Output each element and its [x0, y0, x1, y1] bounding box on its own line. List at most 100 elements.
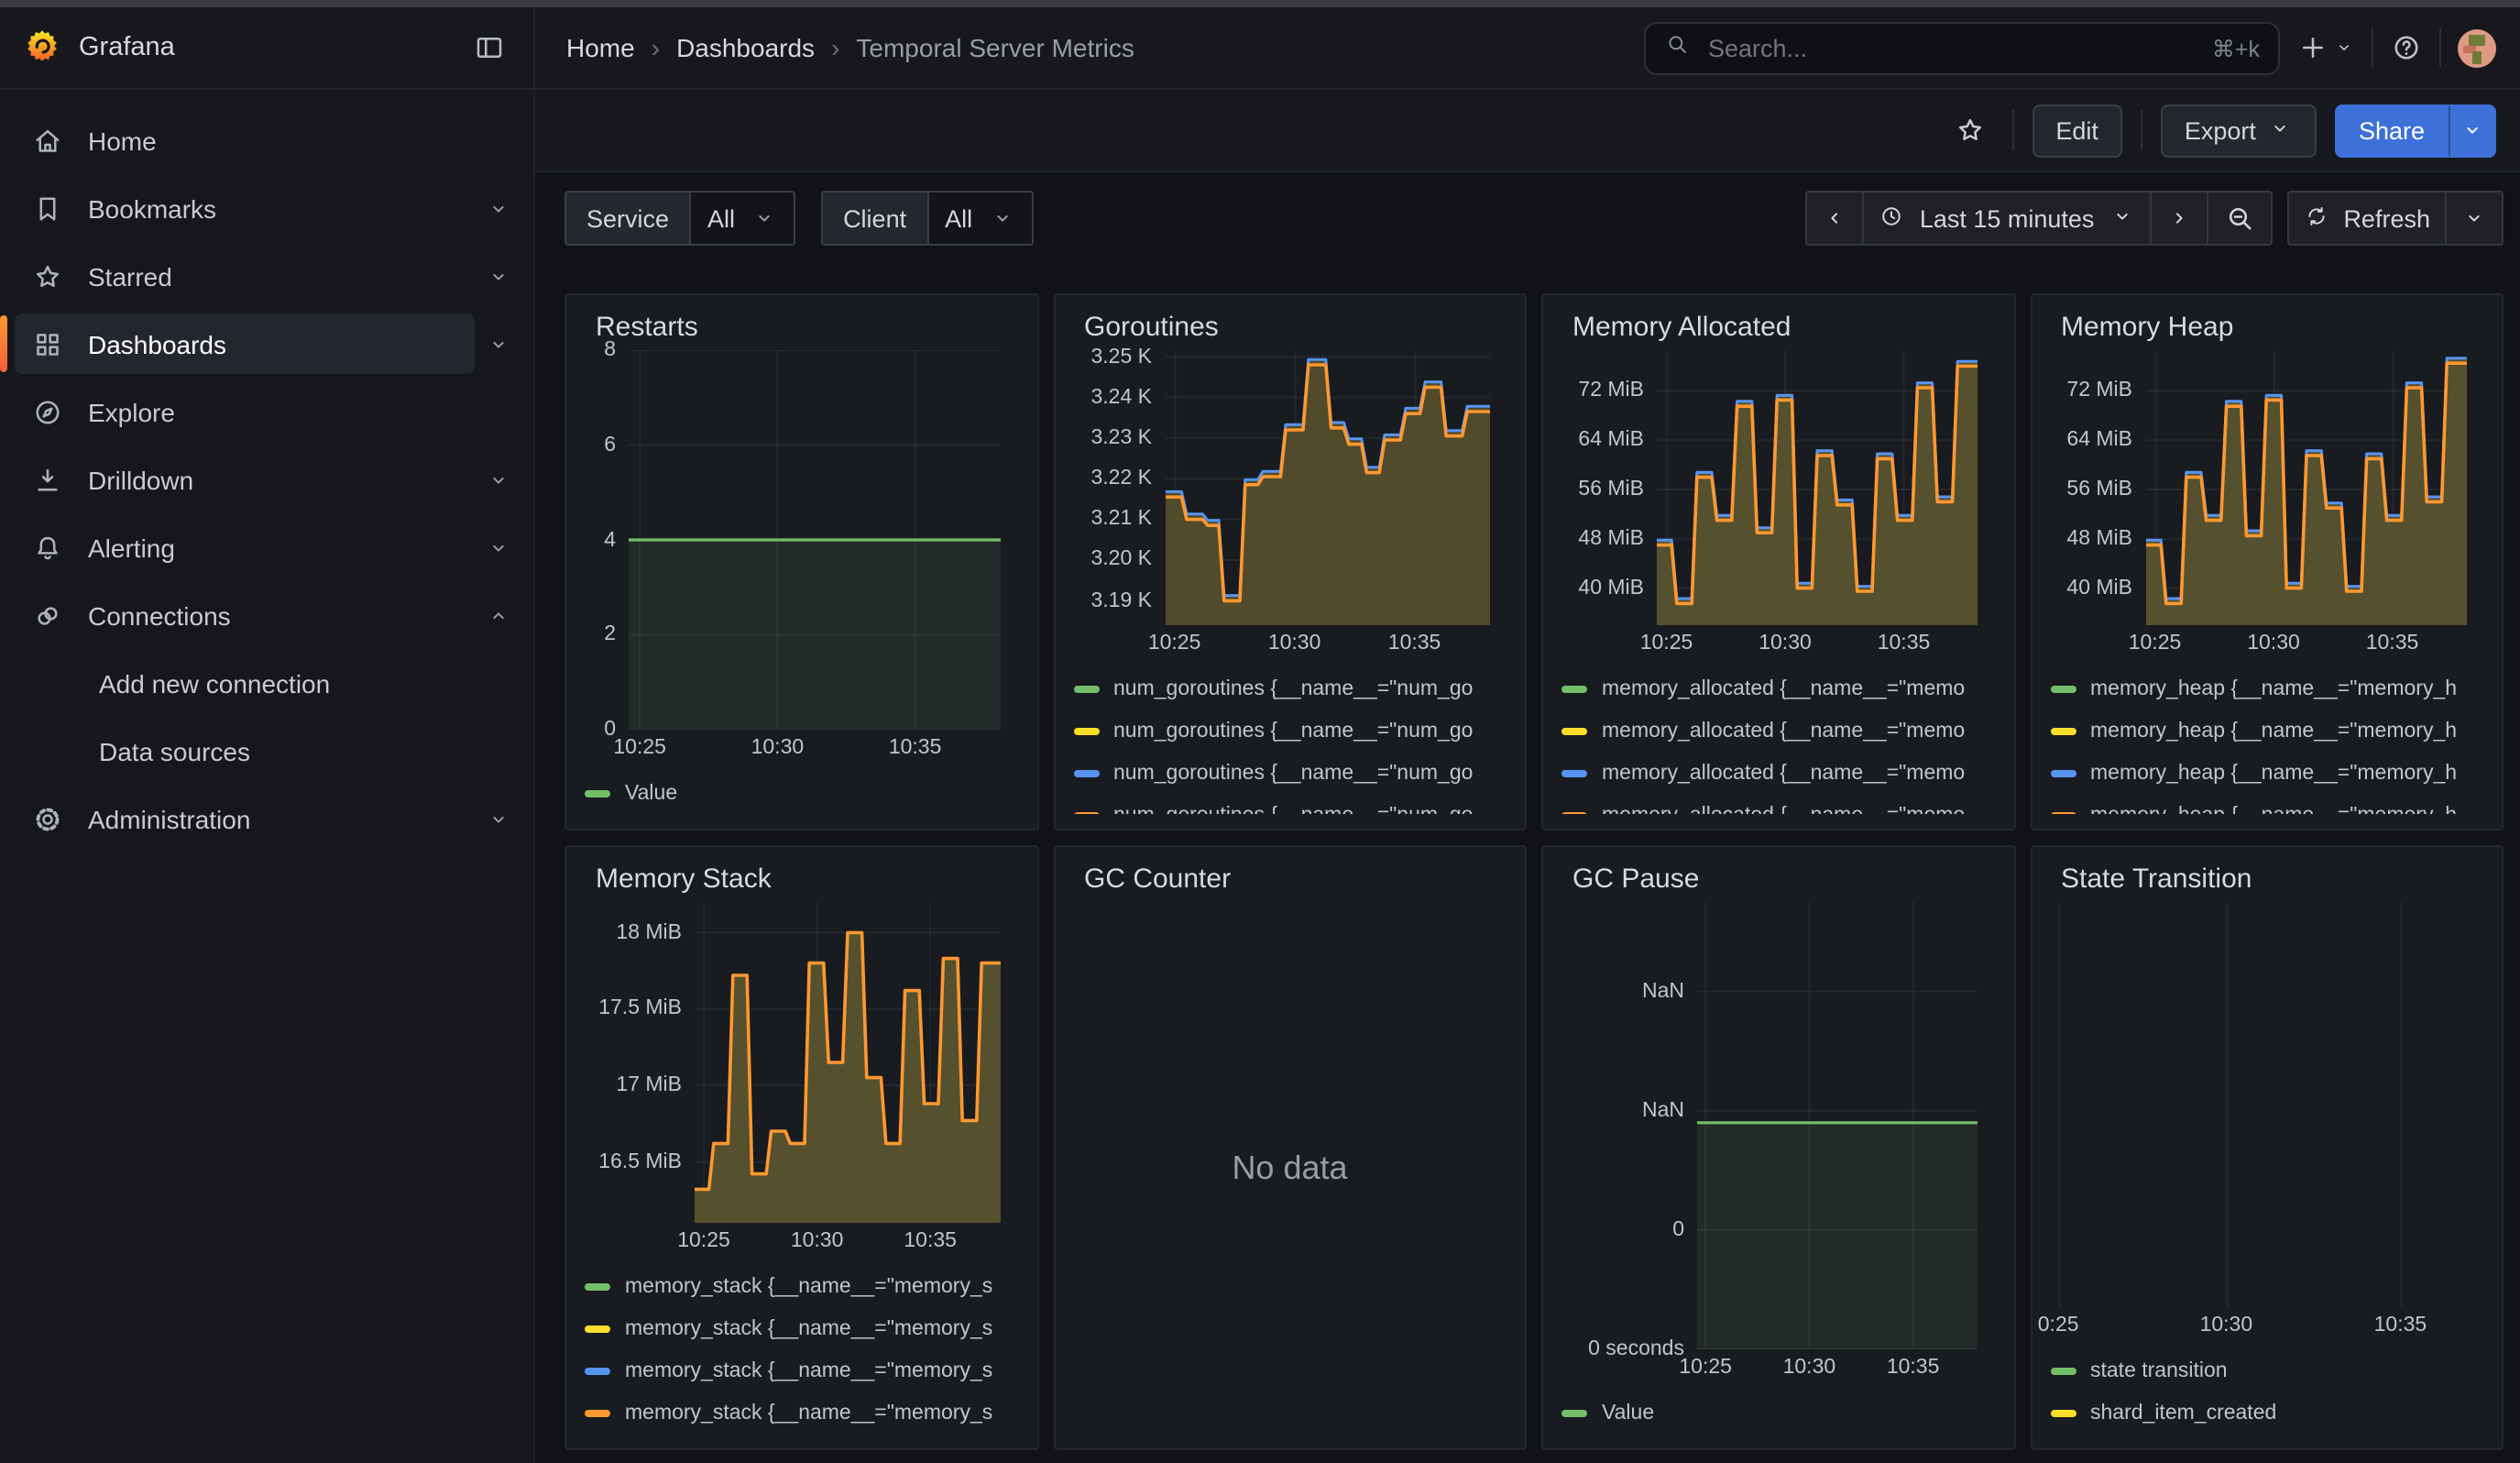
panel-plot-area[interactable]: 16.5 MiB 17 MiB 17.5 MiB 18 MiB [585, 902, 1018, 1223]
variable-client: Client All [821, 191, 1034, 246]
sidebar-link-bookmarks[interactable]: Bookmarks [15, 178, 475, 238]
dock-sidebar-button[interactable] [467, 26, 511, 70]
grafana-logo [26, 27, 59, 69]
help-button[interactable] [2390, 31, 2423, 64]
time-range-picker[interactable]: Last 15 minutes [1862, 191, 2152, 246]
legend-item[interactable]: num_goroutines {__name__="num_go [1073, 794, 1507, 814]
panel-legend: Value [1561, 1392, 1995, 1434]
chevron-down-icon [493, 815, 504, 822]
user-avatar[interactable] [2458, 28, 2496, 67]
sidebar-link-explore[interactable]: Explore [15, 381, 522, 442]
panel-header[interactable]: Memory Heap [2050, 304, 2483, 350]
legend-series-label: num_goroutines {__name__="num_go [1113, 677, 1474, 699]
export-label: Export [2184, 116, 2256, 144]
legend-item[interactable]: shard_item_created [2050, 1392, 2483, 1434]
sidebar-item-label: Drilldown [88, 465, 194, 494]
breadcrumb-dashboards[interactable]: Dashboards [676, 33, 816, 62]
edit-button[interactable]: Edit [2032, 104, 2122, 157]
panel-plot-area[interactable] [2050, 902, 2483, 1307]
panel-title: GC Counter [1084, 864, 1232, 895]
panel-header[interactable]: GC Counter [1073, 856, 1507, 902]
zoom-out-time-button[interactable] [2206, 191, 2273, 246]
search-icon [1669, 35, 1686, 52]
sidebar-section-toggle[interactable] [475, 314, 522, 374]
sidebar-item-label: Add new connection [99, 668, 331, 698]
search-input[interactable] [1704, 32, 2197, 63]
refresh-interval-dropdown[interactable] [2445, 191, 2504, 246]
legend-item[interactable]: Value [585, 772, 1018, 814]
sidebar-section-toggle[interactable] [475, 178, 522, 238]
share-dropdown-button[interactable] [2449, 104, 2496, 157]
time-shift-forward-button[interactable] [2149, 191, 2208, 246]
variable-value-dropdown[interactable]: All [926, 192, 1032, 244]
panel-header[interactable]: GC Pause [1561, 856, 1995, 902]
sidebar-section-toggle[interactable] [475, 517, 522, 578]
search-box[interactable]: ⌘+k [1644, 21, 2280, 74]
legend-item[interactable]: memory_stack {__name__="memory_s [585, 1265, 1018, 1307]
sidebar-link-alerting[interactable]: Alerting [15, 517, 475, 578]
x-tick-label: 10:35 [1877, 632, 1931, 654]
export-button[interactable]: Export [2160, 104, 2317, 157]
legend-item[interactable]: num_goroutines {__name__="num_go [1073, 667, 1507, 710]
panel-header[interactable]: Goroutines [1073, 304, 1507, 350]
chevron-down-icon [493, 476, 504, 483]
x-axis-labels: 10:25 10:30 10:35 [1561, 625, 1995, 662]
legend-series-marker [2050, 1409, 2076, 1416]
panel-plot-area[interactable]: 40 MiB 48 MiB 56 MiB 64 MiB 72 MiB [2050, 350, 2483, 625]
chevron-down-icon [493, 340, 504, 347]
sidebar-section-toggle[interactable] [475, 788, 522, 849]
panel-plot-area[interactable]: 0 2 4 6 8 [585, 339, 1018, 741]
y-tick-label: 3.24 K [1090, 386, 1153, 409]
panel-header[interactable]: Memory Allocated [1561, 304, 1995, 350]
panel-plot-area[interactable]: No data [1073, 902, 1507, 1434]
legend-item[interactable]: memory_allocated {__name__="memo [1561, 667, 1995, 710]
legend-item[interactable]: memory_allocated {__name__="memo [1561, 794, 1995, 814]
legend-item[interactable]: memory_heap {__name__="memory_h [2050, 752, 2483, 794]
legend-item[interactable]: memory_allocated {__name__="memo [1561, 752, 1995, 794]
panel-plot-area[interactable]: 3.19 K 3.20 K 3.21 K 3.22 K 3.23 K 3.24 K 3.25… [1073, 346, 1507, 625]
legend-item[interactable]: memory_stack {__name__="memory_s [585, 1349, 1018, 1392]
legend-item[interactable]: state transition [2050, 1349, 2483, 1392]
legend-item[interactable]: memory_heap {__name__="memory_h [2050, 710, 2483, 752]
new-button[interactable] [2296, 31, 2355, 64]
sidebar-section-toggle[interactable] [475, 585, 522, 645]
panel-plot-area[interactable]: 40 MiB 48 MiB 56 MiB 64 MiB 72 MiB [1561, 350, 1995, 625]
sidebar-item-starred: Starred [0, 242, 533, 310]
sidebar-link-connections[interactable]: Connections [15, 585, 475, 645]
legend-item[interactable]: memory_heap {__name__="memory_h [2050, 794, 2483, 814]
y-tick-label: NaN [1641, 980, 1684, 1003]
legend-series-marker [1561, 1409, 1587, 1416]
sidebar-section-toggle[interactable] [475, 246, 522, 306]
legend-item[interactable]: num_goroutines {__name__="num_go [1073, 710, 1507, 752]
legend-series-label: memory_heap {__name__="memory_h [2090, 804, 2457, 814]
legend-item[interactable]: num_goroutines {__name__="num_go [1073, 752, 1507, 794]
panel-header[interactable]: Restarts [585, 304, 1018, 350]
favorite-star-button[interactable] [1945, 114, 1993, 147]
panel-header[interactable]: Memory Stack [585, 856, 1018, 902]
sidebar-link-administration[interactable]: Administration [15, 788, 475, 849]
legend-item[interactable]: memory_heap {__name__="memory_h [2050, 667, 2483, 710]
sidebar-item-alerting: Alerting [0, 513, 533, 581]
legend-item[interactable]: memory_stack {__name__="memory_s [585, 1392, 1018, 1434]
legend-item[interactable]: Value [1561, 1392, 1995, 1434]
legend-item[interactable]: memory_allocated {__name__="memo [1561, 710, 1995, 752]
y-tick-label: 56 MiB [1578, 478, 1644, 500]
breadcrumb-home[interactable]: Home [566, 33, 635, 62]
panel-plot-area[interactable]: 0 seconds 0 NaN NaN [1561, 902, 1995, 1360]
sidebar-link-starred[interactable]: Starred [15, 246, 475, 306]
panel-header[interactable]: State Transition [2050, 856, 2483, 902]
sidebar-section-toggle[interactable] [475, 449, 522, 510]
legend-series-marker [2050, 769, 2076, 776]
refresh-button[interactable]: Refresh [2286, 191, 2447, 246]
sidebar-link-drilldown[interactable]: Drilldown [15, 449, 475, 510]
time-shift-back-button[interactable] [1805, 191, 1865, 246]
sidebar-link-data-sources[interactable]: Data sources [82, 720, 522, 781]
x-tick-label: 10:25 [1639, 632, 1693, 654]
sidebar-link-dashboards[interactable]: Dashboards [15, 314, 475, 374]
sidebar-link-add-new-connection[interactable]: Add new connection [82, 653, 522, 713]
sidebar-link-home[interactable]: Home [15, 110, 522, 170]
time-range-label: Last 15 minutes [1919, 204, 2095, 232]
variable-value-dropdown[interactable]: All [689, 192, 794, 244]
legend-item[interactable]: memory_stack {__name__="memory_s [585, 1307, 1018, 1349]
share-button[interactable]: Share [2334, 104, 2449, 157]
